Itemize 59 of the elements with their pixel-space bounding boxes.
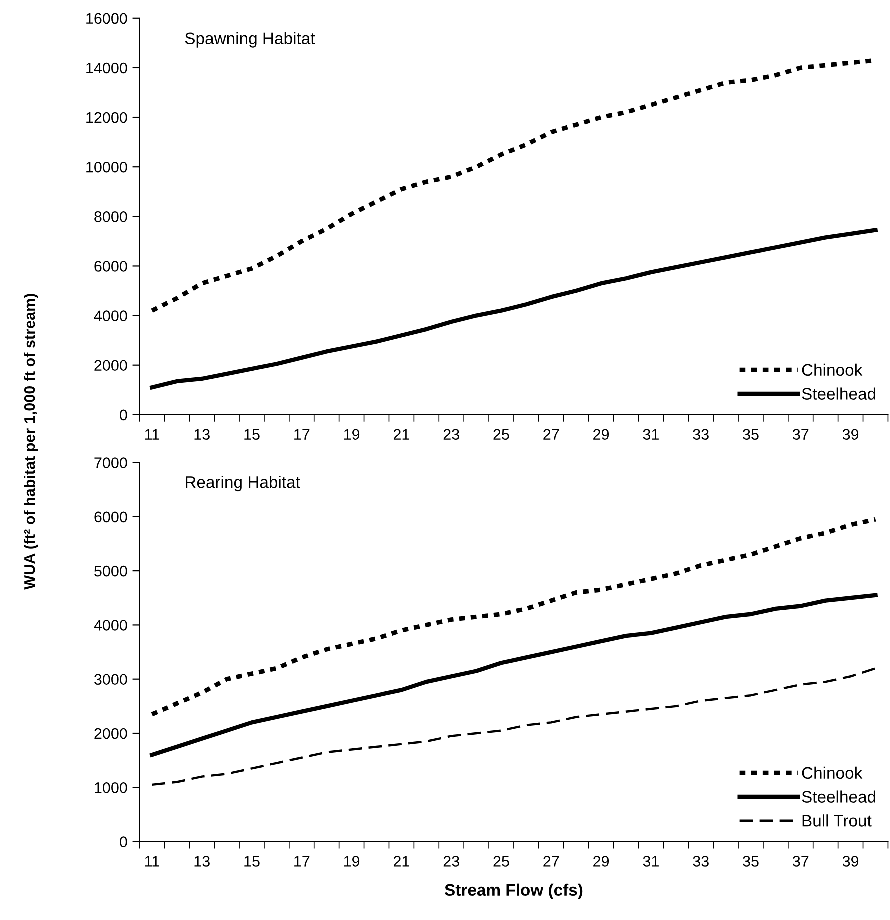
x-tick-label: 13	[194, 856, 210, 867]
x-tick-label: 23	[444, 429, 460, 440]
x-tick-label: 31	[643, 429, 659, 440]
y-tick-label: 6000	[94, 512, 128, 523]
legend-label: Chinook	[802, 364, 863, 376]
x-tick-label: 37	[792, 429, 809, 440]
x-tick-label: 23	[444, 856, 460, 867]
y-tick-label: 2000	[94, 728, 128, 740]
y-tick-label: 1000	[95, 782, 128, 794]
y-tick-label: 0	[120, 410, 128, 421]
x-tick-label: 25	[494, 856, 510, 867]
x-tick-label: 27	[544, 856, 560, 867]
x-tick-label: 11	[145, 429, 160, 440]
x-tick-label: 37	[792, 856, 809, 867]
x-tick-label: 29	[594, 429, 610, 440]
text: Rearing Habitat	[186, 476, 300, 492]
y-tick-label: 10000	[86, 162, 128, 173]
y-tick-label: 5000	[94, 566, 128, 577]
x-tick-label: 17	[294, 429, 310, 440]
y-axis-title: WUA (ft² of habitat per 1,000 ft of stream)	[24, 294, 38, 590]
x-tick-label: 13	[194, 429, 210, 440]
x-tick-label: 39	[842, 856, 859, 867]
x-tick-label: 29	[594, 856, 610, 867]
x-tick-label: 15	[244, 856, 260, 867]
y-tick-label: 6000	[94, 261, 128, 272]
line-series	[151, 667, 877, 786]
legend-label: Bull Trout	[802, 814, 872, 827]
x-tick-label: 33	[693, 429, 709, 440]
y-tick-label: 0	[120, 836, 128, 848]
x-tick-label: 15	[244, 429, 260, 440]
x-axis-title: Stream Flow (cfs)	[445, 884, 583, 900]
y-tick-label: 16000	[86, 13, 128, 24]
y-tick-label: 4000	[94, 620, 128, 631]
legend-label: Chinook	[802, 766, 863, 780]
x-tick-label: 39	[842, 429, 859, 440]
y-tick-label: 7000	[94, 458, 128, 468]
y-tick-label: 3000	[94, 674, 128, 686]
y-tick-label: 12000	[86, 112, 128, 124]
legend-label: Steelhead	[802, 388, 876, 400]
x-tick-label: 21	[394, 429, 410, 440]
x-tick-label: 33	[693, 856, 709, 867]
text: Spawning Habitat	[185, 32, 316, 48]
legend-label: Steelhead	[802, 790, 876, 803]
x-tick-label: 31	[643, 856, 659, 867]
x-tick-label: 21	[394, 856, 410, 867]
y-tick-label: 14000	[86, 62, 128, 74]
y-tick-label: 8000	[94, 212, 128, 222]
line-series	[150, 517, 878, 717]
x-tick-label: 25	[494, 429, 510, 440]
x-tick-label: 35	[743, 429, 759, 440]
x-tick-label: 35	[743, 856, 759, 867]
y-tick-label: 2000	[94, 360, 128, 372]
x-tick-label: 19	[344, 856, 360, 867]
x-tick-label: 17	[294, 856, 310, 867]
x-tick-label: 19	[344, 429, 360, 440]
y-tick-label: 4000	[94, 310, 128, 322]
x-tick-label: 11	[145, 856, 160, 867]
line-series	[150, 593, 878, 758]
x-tick-label: 27	[544, 429, 560, 440]
